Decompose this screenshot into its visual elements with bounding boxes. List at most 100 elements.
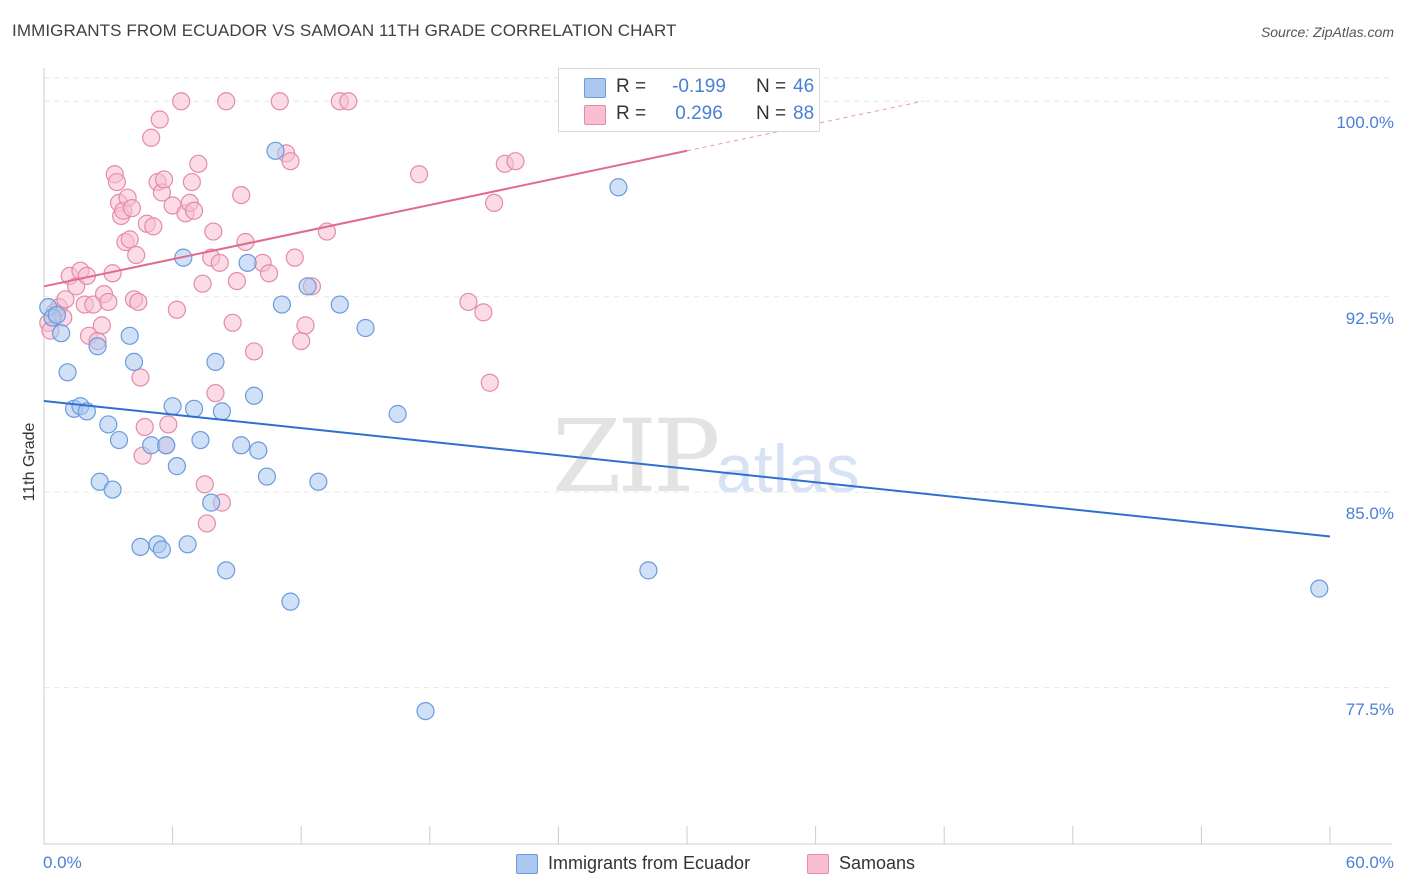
ecuador-point	[330, 295, 349, 314]
bottom-legend-swatch-samoans	[807, 854, 829, 874]
ecuador-point	[266, 141, 285, 160]
ecuador-trend-line	[43, 399, 1331, 538]
ecuador-point	[206, 352, 225, 371]
x-tick-label-min: 0.0%	[43, 853, 82, 872]
y-tick-label: 85.0%	[1345, 504, 1394, 524]
y-axis-label: 11th Grade	[21, 422, 38, 502]
y-tick-label: 100.0%	[1336, 113, 1394, 133]
samoan-point	[259, 264, 279, 283]
samoan-point	[195, 475, 214, 494]
chart-title: IMMIGRANTS FROM ECUADOR VS SAMOAN 11TH G…	[12, 21, 677, 40]
ecuador-point	[244, 386, 264, 405]
samoan-point	[56, 290, 75, 309]
samoan-point	[480, 373, 499, 392]
legend-n-label: N =	[756, 76, 787, 97]
bottom-legend-label-ecuador: Immigrants from Ecuador	[548, 853, 751, 873]
samoan-point	[154, 170, 174, 189]
ecuador-point	[157, 436, 176, 455]
points-layer	[39, 92, 1329, 721]
ecuador-point	[356, 318, 375, 338]
ecuador-point	[202, 493, 221, 512]
samoan-point	[506, 152, 525, 171]
ecuador-point	[52, 324, 71, 343]
samoan-point	[182, 172, 201, 192]
correlation-legend: R = -0.199 N = 46 R = 0.296 N = 88	[558, 68, 820, 132]
samoan-point	[189, 154, 208, 173]
ecuador-point	[416, 701, 435, 721]
legend-swatch-ecuador	[584, 78, 606, 98]
samoan-point	[99, 292, 118, 312]
ecuador-point	[212, 402, 231, 421]
watermark-atlas: atlas	[716, 431, 860, 507]
ecuador-point	[167, 457, 186, 476]
legend-n-label: N =	[756, 103, 787, 124]
samoan-point	[159, 415, 178, 434]
samoan-point	[204, 222, 223, 241]
samoan-point	[485, 193, 504, 213]
ecuador-point	[257, 467, 277, 486]
ecuador-point	[131, 537, 150, 557]
samoan-point	[122, 199, 141, 218]
samoan-point	[107, 172, 126, 192]
samoan-point	[285, 248, 304, 267]
ecuador-point	[178, 535, 197, 554]
samoan-point	[167, 300, 186, 319]
samoan-point	[131, 368, 150, 387]
samoan-point	[129, 292, 148, 312]
samoan-point	[92, 316, 111, 335]
ecuador-point	[249, 441, 268, 460]
ecuador-point	[388, 404, 407, 424]
samoan-point	[217, 92, 236, 111]
ecuador-point	[238, 253, 257, 272]
samoan-point	[227, 271, 246, 291]
ecuador-point	[120, 326, 139, 345]
ecuador-point	[281, 592, 300, 611]
legend-n-value: 88	[793, 103, 815, 124]
axis-layer	[43, 68, 1392, 845]
samoan-point	[459, 292, 478, 312]
legend-r-value: 0.296	[675, 103, 723, 124]
samoan-point	[281, 152, 300, 171]
samoan-point	[127, 245, 146, 265]
samoan-trend-line	[43, 149, 688, 288]
grid-layer	[44, 77, 1392, 689]
samoan-point	[197, 514, 216, 533]
legend-n-value: 46	[793, 76, 815, 97]
samoan-point	[223, 313, 242, 332]
samoan-point	[135, 417, 154, 437]
ecuador-point	[124, 352, 144, 371]
ecuador-point	[163, 397, 182, 416]
samoan-point	[150, 110, 169, 129]
samoan-point	[292, 331, 311, 351]
ecuador-point	[99, 415, 118, 434]
ecuador-point	[639, 561, 658, 580]
ecuador-point	[191, 430, 210, 450]
ecuador-point	[47, 305, 66, 325]
ecuador-point	[298, 277, 317, 296]
samoan-point	[184, 201, 204, 220]
legend-r-label: R =	[616, 103, 647, 124]
samoan-point	[142, 128, 161, 147]
ecuador-point	[609, 178, 628, 197]
samoan-point	[210, 253, 229, 272]
source-label: Source: ZipAtlas.com	[1260, 24, 1394, 40]
y-tick-label: 92.5%	[1345, 308, 1394, 328]
ecuador-point	[58, 363, 77, 382]
ecuador-point	[309, 472, 328, 491]
ecuador-point	[103, 480, 122, 499]
samoan-point	[339, 92, 358, 111]
samoan-point	[474, 303, 493, 322]
samoan-point	[193, 274, 212, 293]
x-tick-label-max: 60.0%	[1345, 853, 1394, 872]
ecuador-point	[152, 540, 171, 559]
samoan-point	[270, 92, 289, 111]
ecuador-point	[217, 561, 236, 580]
ecuador-point	[1310, 579, 1329, 598]
ecuador-point	[109, 430, 129, 450]
samoan-point	[409, 165, 429, 184]
samoan-point	[296, 316, 315, 335]
ecuador-point	[272, 295, 292, 314]
legend-swatch-samoans	[584, 105, 606, 125]
bottom-legend-label-samoans: Samoans	[839, 853, 916, 873]
